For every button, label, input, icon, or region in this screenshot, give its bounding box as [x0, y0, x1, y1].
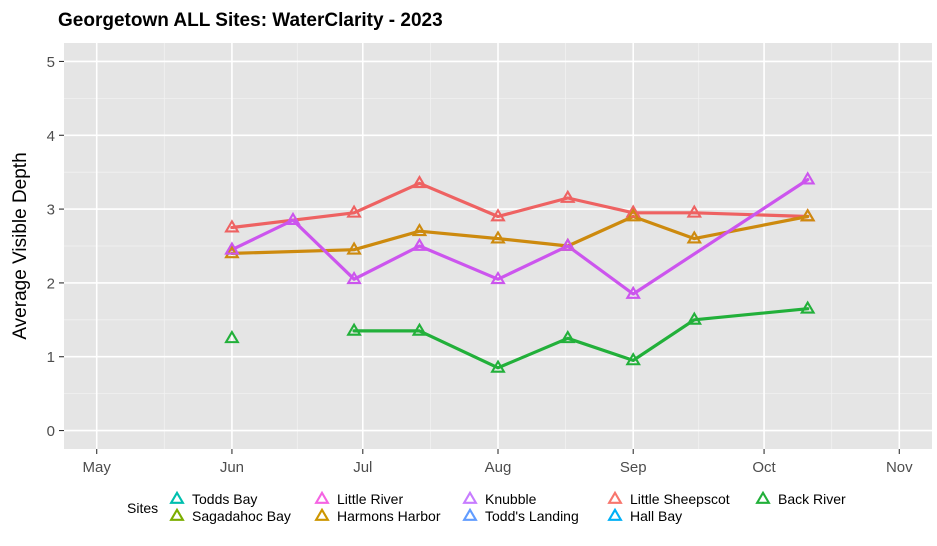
data-point-knubble — [490, 270, 506, 285]
series-line-back-river — [352, 307, 810, 370]
legend-key-icon — [462, 507, 478, 521]
x-tick-label: Sep — [620, 459, 647, 476]
data-point-harmons-harbor — [686, 230, 703, 244]
data-point-little-sheepscot — [625, 204, 641, 218]
legend-key-icon — [314, 507, 330, 521]
legend-key-icon — [755, 490, 771, 504]
legend-label: Little Sheepscot — [630, 491, 730, 507]
data-point-harmons-harbor — [490, 230, 506, 244]
y-tick-label: 0 — [47, 423, 55, 440]
data-point-little-sheepscot — [411, 174, 428, 189]
legend-label: Knubble — [485, 491, 537, 507]
y-tick-label: 5 — [47, 54, 55, 71]
series-markers — [224, 171, 816, 373]
data-point-knubble — [799, 171, 816, 185]
legend-label: Todd's Landing — [485, 508, 579, 524]
legend-label: Little River — [337, 491, 403, 507]
y-axis-title: Average Visible Depth — [10, 152, 31, 339]
data-point-back-river — [411, 322, 428, 336]
data-point-harmons-harbor — [346, 241, 362, 255]
data-point-back-river — [799, 300, 816, 314]
data-point-little-sheepscot — [560, 189, 576, 203]
legend-label: Todds Bay — [192, 491, 257, 507]
data-point-harmons-harbor — [799, 208, 816, 222]
x-tick-label: Oct — [752, 459, 776, 476]
data-point-back-river — [346, 322, 362, 336]
data-point-back-river — [625, 352, 641, 366]
legend-key-icon — [607, 507, 623, 521]
y-tick-label: 2 — [47, 275, 55, 292]
data-point-back-river — [490, 359, 506, 373]
x-tick-label: Jun — [220, 459, 244, 476]
series-line-little-sheepscot — [230, 181, 810, 230]
data-point-knubble — [224, 241, 240, 255]
x-tick-label: May — [83, 459, 112, 476]
data-point-little-sheepscot — [686, 204, 703, 218]
legend-title: Sites — [127, 500, 158, 516]
series-line-harmons-harbor — [230, 214, 810, 255]
data-point-back-river — [686, 311, 703, 325]
legend-label: Sagadahoc Bay — [192, 508, 291, 524]
data-point-knubble — [285, 211, 301, 226]
x-tick-label: Aug — [485, 459, 512, 476]
data-point-knubble — [346, 270, 362, 285]
data-point-harmons-harbor — [411, 222, 428, 237]
data-point-harmons-harbor — [625, 208, 641, 222]
y-tick-label: 1 — [47, 349, 55, 366]
legend-key-icon — [314, 490, 330, 504]
chart-title: Georgetown ALL Sites: WaterClarity - 202… — [58, 10, 443, 31]
x-tick-label: Jul — [353, 459, 372, 476]
legend-label: Harmons Harbor — [337, 508, 441, 524]
legend-label: Hall Bay — [630, 508, 682, 524]
legend-key-icon — [607, 490, 623, 504]
x-tick-label: Nov — [886, 459, 913, 476]
data-point-knubble — [560, 237, 576, 251]
legend-key-icon — [462, 490, 478, 504]
data-point-little-sheepscot — [224, 219, 240, 233]
data-point-little-sheepscot — [346, 204, 362, 218]
data-point-back-river — [560, 329, 576, 344]
series-lines — [230, 178, 810, 370]
legend-key-icon — [169, 507, 185, 521]
y-tick-label: 3 — [47, 202, 55, 219]
legend-label: Back River — [778, 491, 846, 507]
data-point-harmons-harbor — [224, 245, 240, 259]
data-point-back-river — [224, 329, 240, 344]
data-point-little-sheepscot — [490, 208, 506, 222]
series-line-knubble — [230, 178, 810, 296]
data-point-knubble — [625, 285, 641, 299]
legend-key-icon — [169, 490, 185, 504]
y-tick-label: 4 — [47, 128, 55, 145]
data-point-knubble — [411, 237, 428, 251]
x-axis: May Jun Jul Aug Sep Oct Nov — [83, 449, 913, 476]
y-axis: 0 1 2 3 4 5 — [47, 54, 64, 440]
